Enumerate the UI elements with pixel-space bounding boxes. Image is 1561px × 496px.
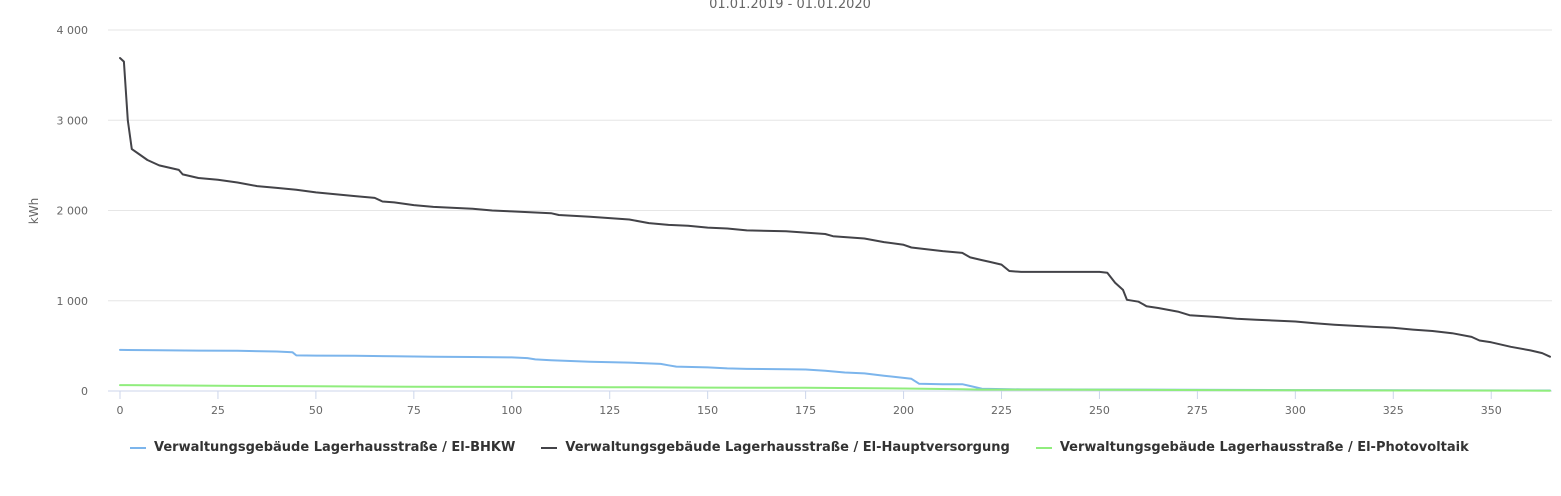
series-lines[interactable] — [119, 57, 1551, 392]
series-line-2[interactable] — [119, 57, 1551, 358]
x-tick-label: 175 — [795, 404, 816, 417]
y-tick-label: 4 000 — [57, 24, 89, 37]
y-axis-label: kWh — [27, 198, 41, 224]
legend-item-1[interactable]: Verwaltungsgebäude Lagerhausstraße / El-… — [130, 440, 515, 455]
x-tick-label: 225 — [991, 404, 1012, 417]
chart-subtitle: 01.01.2019 - 01.01.2020 — [709, 0, 871, 12]
series-line-3[interactable] — [119, 384, 1551, 392]
x-tick-label: 50 — [309, 404, 323, 417]
x-tick-label: 100 — [501, 404, 522, 417]
x-axis-ticks: 0 25 50 75 100 125 150 175 200 225 250 275 300 325 350 — [117, 391, 1502, 417]
series-line-1[interactable] — [119, 348, 1551, 392]
legend-label: Verwaltungsgebäude Lagerhausstraße / El-… — [565, 440, 1010, 455]
legend-item-3[interactable]: Verwaltungsgebäude Lagerhausstraße / El-… — [1035, 440, 1469, 455]
y-tick-label: 1 000 — [57, 295, 89, 308]
y-tick-label: 3 000 — [57, 114, 89, 127]
legend-label: Verwaltungsgebäude Lagerhausstraße / El-… — [1059, 440, 1469, 455]
x-tick-label: 150 — [697, 404, 718, 417]
legend-swatch — [130, 446, 146, 449]
x-tick-label: 250 — [1089, 404, 1110, 417]
grid-lines — [108, 29, 1552, 392]
legend-swatch — [1035, 446, 1052, 449]
x-tick-label: 350 — [1481, 404, 1502, 417]
x-tick-label: 25 — [211, 404, 225, 417]
x-tick-label: 200 — [893, 404, 914, 417]
x-tick-label: 325 — [1383, 404, 1404, 417]
x-tick-label: 275 — [1187, 404, 1208, 417]
legend-swatch — [541, 446, 558, 449]
x-tick-label: 0 — [117, 404, 124, 417]
y-axis-ticks: 0 1 000 2 000 3 000 4 000 — [57, 24, 89, 398]
legend-label: Verwaltungsgebäude Lagerhausstraße / El-… — [154, 440, 516, 455]
legend-item-2[interactable]: Verwaltungsgebäude Lagerhausstraße / El-… — [541, 440, 1010, 455]
legend: Verwaltungsgebäude Lagerhausstraße / El-… — [130, 440, 1469, 455]
x-tick-label: 300 — [1285, 404, 1306, 417]
x-tick-label: 75 — [407, 404, 421, 417]
x-tick-label: 125 — [599, 404, 620, 417]
y-tick-label: 0 — [81, 385, 88, 398]
y-tick-label: 2 000 — [57, 205, 89, 218]
